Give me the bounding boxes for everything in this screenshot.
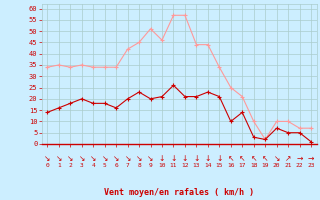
Text: ↓: ↓ <box>193 154 200 163</box>
Text: ↖: ↖ <box>228 154 234 163</box>
Text: ↓: ↓ <box>216 154 222 163</box>
Text: ↗: ↗ <box>285 154 291 163</box>
Text: ↘: ↘ <box>90 154 96 163</box>
Text: ↘: ↘ <box>147 154 154 163</box>
Text: ↓: ↓ <box>205 154 211 163</box>
Text: ↘: ↘ <box>274 154 280 163</box>
Text: ↘: ↘ <box>124 154 131 163</box>
Text: ↖: ↖ <box>262 154 268 163</box>
Text: ↘: ↘ <box>78 154 85 163</box>
Text: ↘: ↘ <box>67 154 74 163</box>
Text: ↘: ↘ <box>44 154 51 163</box>
Text: →: → <box>308 154 314 163</box>
Text: ↓: ↓ <box>170 154 177 163</box>
Text: ↘: ↘ <box>101 154 108 163</box>
Text: ↓: ↓ <box>182 154 188 163</box>
Text: ↓: ↓ <box>159 154 165 163</box>
Text: ↖: ↖ <box>239 154 245 163</box>
Text: ↘: ↘ <box>56 154 62 163</box>
Text: ↘: ↘ <box>136 154 142 163</box>
Text: ↖: ↖ <box>251 154 257 163</box>
Text: ↘: ↘ <box>113 154 119 163</box>
Text: →: → <box>296 154 303 163</box>
X-axis label: Vent moyen/en rafales ( km/h ): Vent moyen/en rafales ( km/h ) <box>104 188 254 197</box>
